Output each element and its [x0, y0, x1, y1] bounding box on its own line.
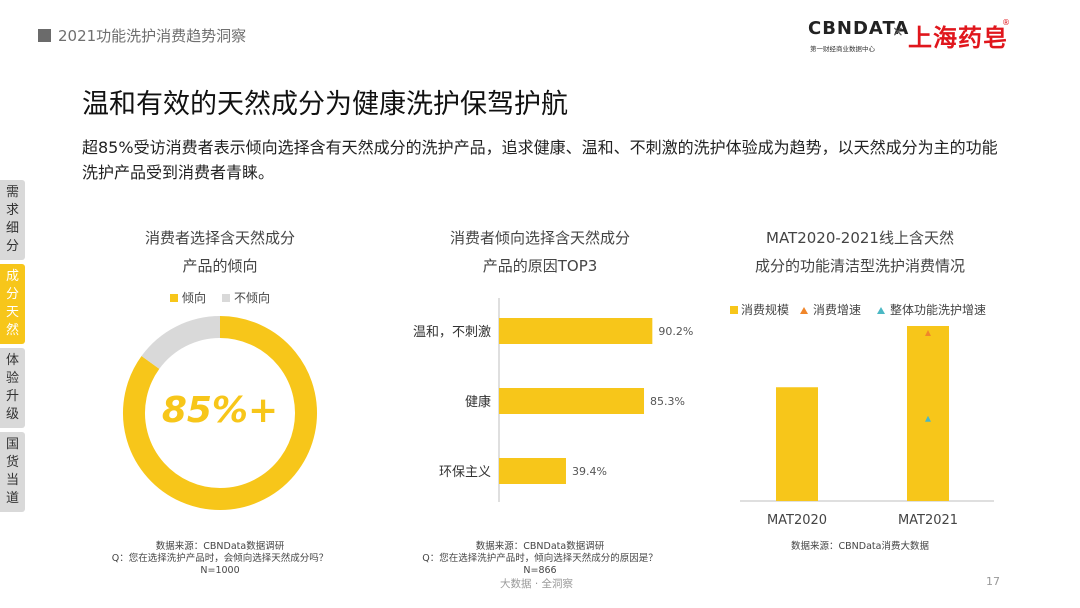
chart2-title-line1: 消费者倾向选择含天然成分 [449, 229, 630, 247]
hbar-category-label: 温和，不刺激 [413, 325, 491, 340]
brand-logo: CBNDATA 第一财经商业数据中心 × 上海药皂 ® [806, 16, 1016, 56]
cbndata-logo-subtext: 第一财经商业数据中心 [810, 45, 875, 53]
chart2-bar-chart: 温和，不刺激 90.2% 健康 85.3% 环保主义 39.4% [413, 298, 693, 502]
chart3-legend: 消费规模 消费增速 整体功能洗护增速 [730, 302, 986, 317]
hbar-0 [499, 318, 653, 344]
shanghai-soap-logo: 上海药皂 [908, 24, 1008, 52]
vbar-category-label: MAT2021 [898, 513, 958, 528]
report-title: 2021功能洗护消费趋势洞察 [58, 27, 247, 45]
chart1-title-line2: 产品的倾向 [182, 257, 258, 275]
chart3-title-line2: 成分的功能清洁型洗护消费情况 [754, 257, 965, 275]
side-tab-natural[interactable]: 成分天然 [0, 264, 25, 344]
side-tab-label: 需求细分 [5, 185, 19, 254]
chart3-source: 数据来源：CBNData消费大数据 [791, 541, 929, 552]
chart3-title-line1: MAT2020-2021线上含天然 [766, 229, 954, 247]
footer-text: 大数据 · 全洞察 [500, 578, 574, 590]
chart1-source: 数据来源：CBNData数据调研 Q：您在选择洗护产品时，会倾向选择天然成分吗？… [110, 541, 330, 577]
legend-label-overall-growth: 整体功能洗护增速 [890, 302, 986, 317]
hbar-category-label: 健康 [465, 394, 491, 410]
chart2-title: 消费者倾向选择含天然成分 产品的原因TOP3 [400, 224, 680, 280]
chart1-source-line: Q：您在选择洗护产品时，会倾向选择天然成分吗？ [111, 553, 329, 564]
side-tab-label: 国货当道 [5, 437, 19, 506]
side-tab-experience[interactable]: 体验升级 [0, 348, 25, 428]
chart1-source-line: 数据来源：CBNData数据调研 [155, 541, 285, 552]
legend-swatch-not-lean [222, 294, 230, 302]
hbar-1 [499, 388, 645, 414]
chart2-title-line2: 产品的原因TOP3 [482, 257, 598, 275]
chart1-donut: 倾向 不倾向 85%+ [123, 290, 317, 510]
page-title: 温和有效的天然成分为健康洗护保驾护航 [82, 89, 568, 120]
legend-label-not-lean: 不倾向 [234, 290, 270, 305]
side-tab-domestic[interactable]: 国货当道 [0, 432, 25, 512]
legend-label-consumption-scale: 消费规模 [741, 302, 789, 317]
vbar-0 [776, 387, 818, 501]
marker-series-1 [925, 330, 931, 336]
legend-swatch-lean [170, 294, 178, 302]
chart1-source-line: N=1000 [200, 565, 240, 576]
legend-triangle-consumption-growth [800, 307, 808, 314]
donut-slice-0 [123, 316, 317, 510]
chart3-bar-chart: 消费规模 消费增速 整体功能洗护增速 MAT2020 MAT2021 [730, 302, 994, 528]
hbar-2 [499, 458, 566, 484]
chart3-bars: MAT2020 MAT2021 [767, 326, 958, 528]
legend-label-consumption-growth: 消费增速 [813, 303, 861, 317]
vbar-category-label: MAT2020 [767, 513, 827, 528]
legend-swatch-consumption-scale [730, 306, 738, 314]
donut-slices [123, 316, 317, 510]
cbndata-logo-text: CBNDATA [808, 18, 910, 39]
chart1-legend: 倾向 不倾向 [170, 290, 270, 305]
donut-center-label: 85%+ [162, 390, 278, 431]
vbar-1 [907, 326, 949, 501]
donut-slice-1 [141, 316, 221, 370]
hbar-category-label: 环保主义 [439, 465, 491, 480]
chart2-bars: 温和，不刺激 90.2% 健康 85.3% 环保主义 39.4% [413, 318, 693, 484]
chart1-title: 消费者选择含天然成分 产品的倾向 [110, 224, 330, 280]
legend-label-lean: 倾向 [182, 290, 206, 305]
hbar-value-label: 85.3% [650, 395, 685, 408]
chart1-title-line1: 消费者选择含天然成分 [144, 229, 295, 247]
chart2-source-line: N=866 [523, 565, 557, 576]
side-nav: 需求细分 成分天然 体验升级 国货当道 [0, 180, 25, 516]
page-subtitle: 超85%受访消费者表示倾向选择含有天然成分的洗护产品，追求健康、温和、不刺激的洗… [82, 138, 998, 182]
header-square-icon [38, 29, 51, 42]
legend-triangle-overall-growth [877, 307, 885, 314]
side-tab-label: 体验升级 [5, 353, 19, 422]
side-tab-demand[interactable]: 需求细分 [0, 180, 25, 260]
hbar-value-label: 90.2% [658, 325, 693, 338]
chart3-title: MAT2020-2021线上含天然 成分的功能清洁型洗护消费情况 [730, 224, 990, 280]
chart2-source-line: Q：您在选择洗护产品时，倾向选择天然成分的原因是？ [422, 553, 658, 564]
side-tab-label: 成分天然 [5, 269, 19, 338]
logo-separator: × [892, 24, 904, 40]
hbar-value-label: 39.4% [572, 465, 607, 478]
registered-mark: ® [1002, 18, 1010, 27]
chart2-source-line: 数据来源：CBNData数据调研 [475, 541, 605, 552]
chart2-source: 数据来源：CBNData数据调研 Q：您在选择洗护产品时，倾向选择天然成分的原因… [400, 541, 680, 577]
page-number: 17 [986, 575, 1000, 588]
marker-series-2 [925, 415, 931, 422]
